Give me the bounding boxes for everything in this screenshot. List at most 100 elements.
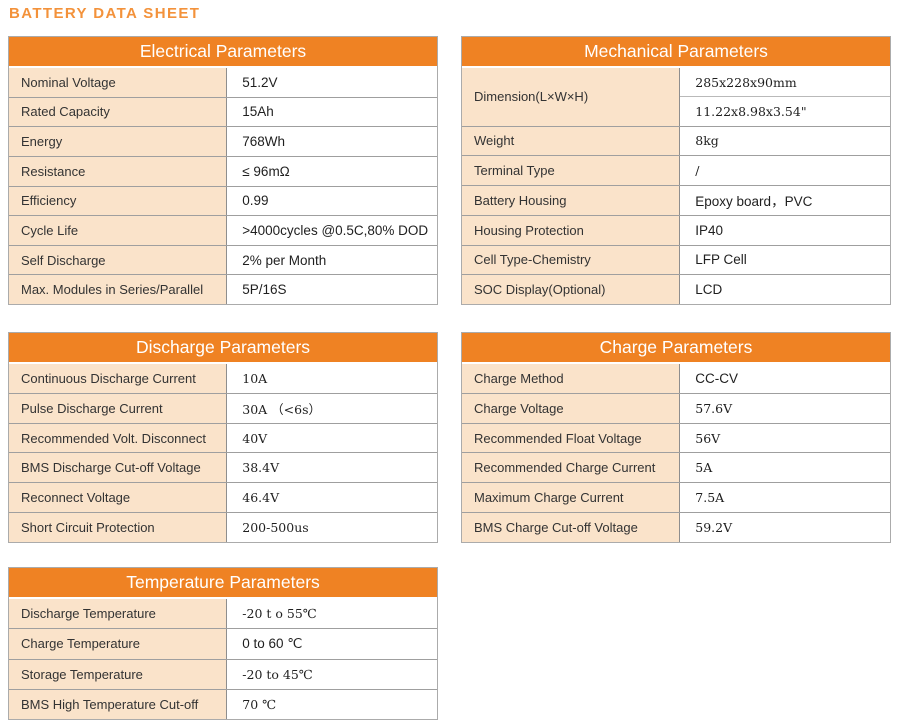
table-row: Recommended Volt. Disconnect 40V <box>9 422 437 453</box>
row-label: Resistance <box>9 156 228 186</box>
table-row: Nominal Voltage 51.2V <box>9 68 437 97</box>
row-label: Charge Temperature <box>9 629 228 659</box>
row-value: 0 to 60 ℃ <box>242 635 303 651</box>
row-label: Self Discharge <box>9 245 228 275</box>
table-row: Storage Temperature -20 to 45℃ <box>9 658 437 689</box>
row-value: CC-CV <box>695 370 739 386</box>
row-value: 200-500us <box>242 520 309 536</box>
row-value: 5P/16S <box>242 282 287 298</box>
table-row: Self Discharge 2% per Month <box>9 244 437 275</box>
row-value: -20 to 45℃ <box>242 666 313 682</box>
row-label: Charge Method <box>462 364 681 393</box>
row-label: Energy <box>9 127 228 156</box>
charge-parameters-table: Charge Parameters Charge Method CC-CV Charg… <box>461 332 891 543</box>
table-title: Discharge Parameters <box>9 333 437 364</box>
electrical-parameters-table: Electrical Parameters Nominal Voltage 51.2… <box>8 36 438 305</box>
row-label: Battery Housing <box>462 186 681 215</box>
table-row: Discharge Temperature -20 t o 55℃ <box>9 599 437 629</box>
row-label: Terminal Type <box>462 156 681 185</box>
table-body: Charge Method CC-CV Charge Voltage 57.6V Rec… <box>462 364 890 542</box>
row-value: 30A （<6s） <box>242 401 322 417</box>
row-label: Cycle Life <box>9 216 228 245</box>
table-row: Reconnect Voltage 46.4V <box>9 482 437 513</box>
row-value: 46.4V <box>242 490 280 506</box>
table-row: Terminal Type / <box>462 155 890 185</box>
row-value: 5A <box>695 460 713 476</box>
table-row: Charge Method CC-CV <box>462 364 890 393</box>
row-value: -20 t o 55℃ <box>242 606 317 622</box>
table-row: Resistance ≤ 96mΩ <box>9 155 437 186</box>
table-row: BMS High Temperature Cut-off 70 ℃ <box>9 688 437 719</box>
table-body: Dimension(L×W×H) 285x228x90mm 11.22x8.98x3… <box>462 68 890 304</box>
table-row: Efficiency 0.99 <box>9 185 437 216</box>
row-subvalue: 11.22x8.98x3.54" <box>680 96 890 125</box>
row-value: 38.4V <box>242 460 280 476</box>
table-row: Rated Capacity 15Ah <box>9 96 437 127</box>
row-value: IP40 <box>695 222 724 238</box>
row-value: / <box>695 163 700 179</box>
row-label: Storage Temperature <box>9 659 228 689</box>
row-label: Cell Type-Chemistry <box>462 245 681 275</box>
table-body: Nominal Voltage 51.2V Rated Capacity 15Ah En… <box>9 68 437 304</box>
row-label: Recommended Volt. Disconnect <box>9 423 228 453</box>
row-label: Charge Voltage <box>462 393 681 423</box>
table-title: Temperature Parameters <box>9 568 437 599</box>
table-row: Cell Type-Chemistry LFP Cell <box>462 244 890 275</box>
row-value: LFP Cell <box>695 252 747 268</box>
page-title: BATTERY DATA SHEET <box>9 5 201 22</box>
table-row: Max. Modules in Series/Parallel 5P/16S <box>9 274 437 304</box>
discharge-parameters-table: Discharge Parameters Continuous Discharge… <box>8 332 438 543</box>
table-row: Charge Temperature 0 to 60 ℃ <box>9 628 437 659</box>
row-label: Discharge Temperature <box>9 599 228 629</box>
row-value: 768Wh <box>242 134 286 150</box>
table-body: Discharge Temperature -20 t o 55℃ Charge T… <box>9 599 437 719</box>
row-label: Short Circuit Protection <box>9 513 228 542</box>
row-value: 285x228x90mm 11.22x8.98x3.54" <box>680 68 890 126</box>
temperature-parameters-table: Temperature Parameters Discharge Temperat… <box>8 567 438 720</box>
row-label: Max. Modules in Series/Parallel <box>9 275 228 304</box>
row-label: BMS Charge Cut-off Voltage <box>462 513 681 542</box>
row-label: Housing Protection <box>462 215 681 245</box>
row-value: LCD <box>695 282 723 298</box>
row-label: Dimension(L×W×H) <box>462 68 681 126</box>
row-label: BMS High Temperature Cut-off <box>9 689 228 719</box>
table-row: Battery Housing Epoxy board，PVC <box>462 185 890 215</box>
table-row: Continuous Discharge Current 10A <box>9 364 437 393</box>
row-label: BMS Discharge Cut-off Voltage <box>9 453 228 483</box>
table-row: Recommended Float Voltage 56V <box>462 422 890 453</box>
row-label: Rated Capacity <box>9 97 228 127</box>
row-value: 0.99 <box>242 193 269 209</box>
row-label: SOC Display(Optional) <box>462 275 681 304</box>
row-label: Continuous Discharge Current <box>9 364 228 393</box>
table-row: Housing Protection IP40 <box>462 214 890 245</box>
row-value: 15Ah <box>242 104 274 120</box>
row-label: Recommended Float Voltage <box>462 423 681 453</box>
table-row: Recommended Charge Current 5A <box>462 452 890 483</box>
table-row: Cycle Life >4000cycles @0.5C,80% DOD <box>9 215 437 245</box>
table-row: Short Circuit Protection 200-500us <box>9 512 437 542</box>
row-value: 8kg <box>695 133 719 149</box>
mechanical-parameters-table: Mechanical Parameters Dimension(L×W×H) 285… <box>461 36 891 305</box>
row-value: 70 ℃ <box>242 696 277 712</box>
row-label: Weight <box>462 126 681 156</box>
table-title: Mechanical Parameters <box>462 37 890 68</box>
table-row: SOC Display(Optional) LCD <box>462 274 890 304</box>
row-value: 57.6V <box>695 400 733 416</box>
table-row: Weight 8kg <box>462 125 890 156</box>
row-value: 56V <box>695 430 721 446</box>
row-label: Efficiency <box>9 186 228 216</box>
row-value: Epoxy board，PVC <box>695 194 813 210</box>
table-body: Continuous Discharge Current 10A Pulse Dis… <box>9 364 437 542</box>
table-row: Pulse Discharge Current 30A （<6s） <box>9 392 437 423</box>
row-label: Pulse Discharge Current <box>9 393 228 423</box>
row-label: Reconnect Voltage <box>9 483 228 513</box>
row-value: 51.2V <box>242 74 278 90</box>
row-value: 2% per Month <box>242 252 327 268</box>
row-label: Nominal Voltage <box>9 68 228 97</box>
row-label: Recommended Charge Current <box>462 453 681 483</box>
table-row: Energy 768Wh <box>9 126 437 156</box>
row-label: Maximum Charge Current <box>462 483 681 513</box>
table-row: Maximum Charge Current 7.5A <box>462 482 890 513</box>
row-value: ≤ 96mΩ <box>242 163 290 179</box>
